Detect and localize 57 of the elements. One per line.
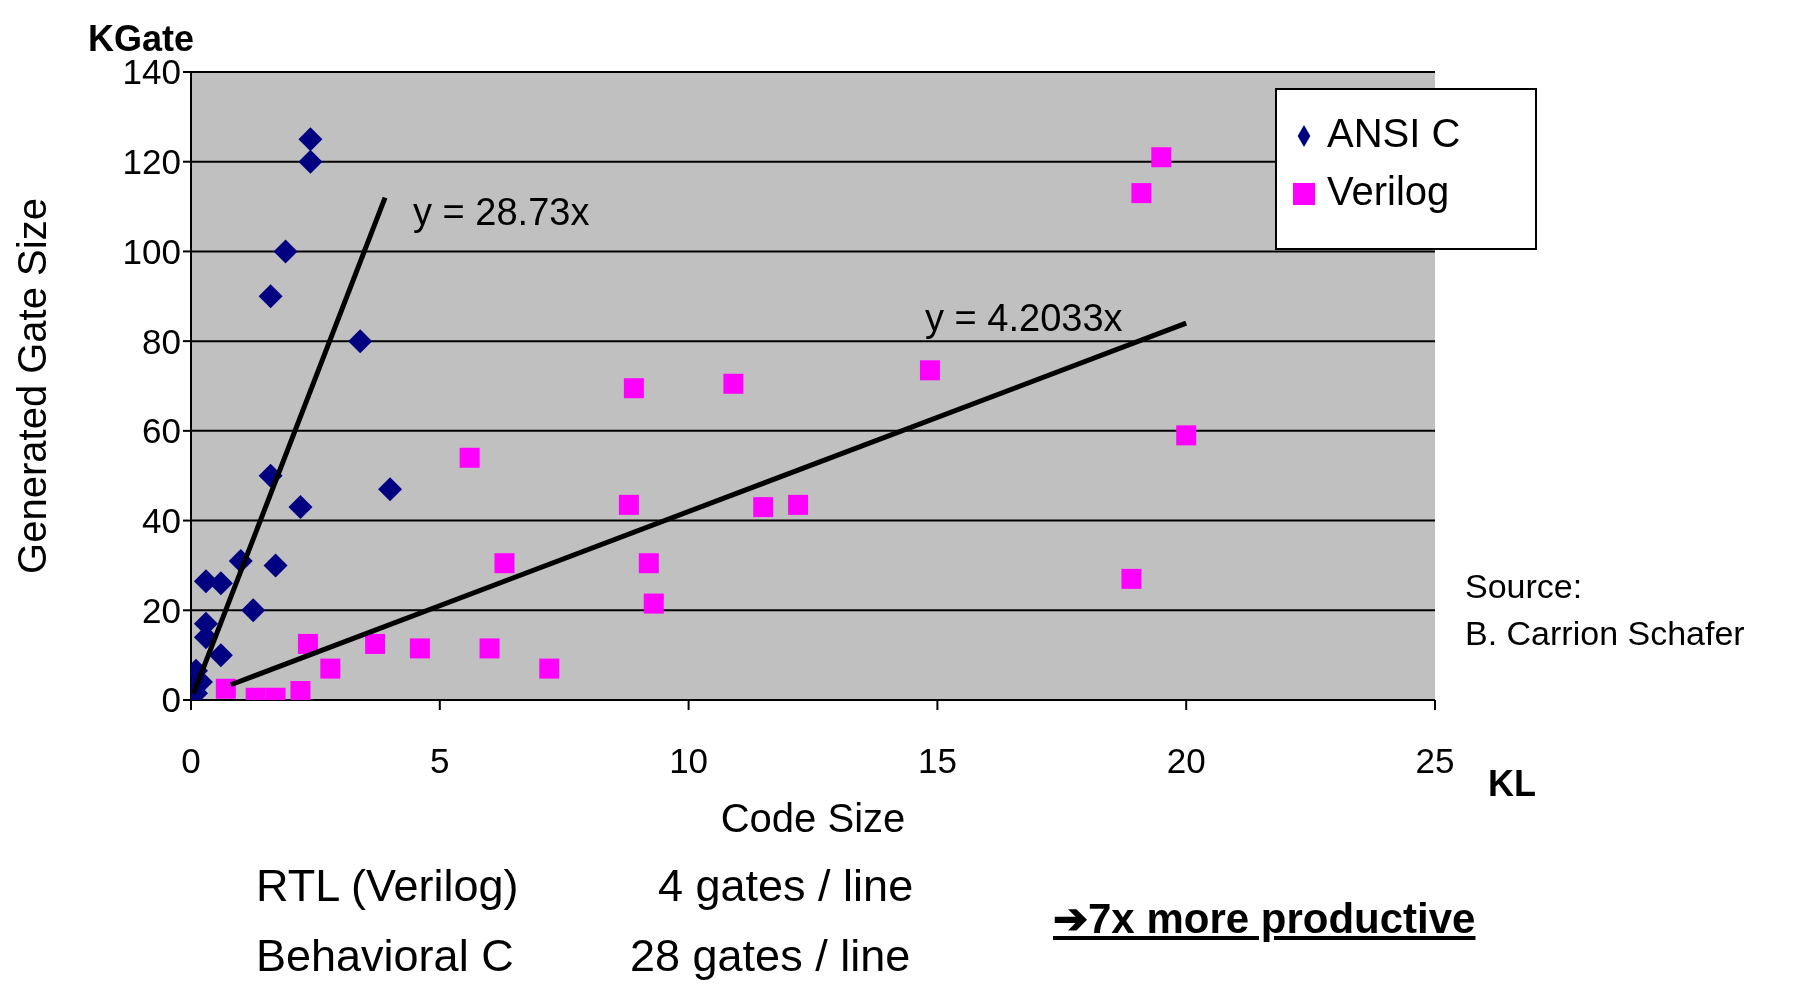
point bbox=[618, 494, 639, 515]
point bbox=[1121, 568, 1142, 589]
y-axis-title: Generated Gate Size bbox=[10, 198, 55, 574]
point bbox=[643, 593, 664, 614]
point bbox=[723, 373, 744, 394]
point bbox=[348, 329, 373, 354]
text: RTL (Verilog) bbox=[256, 860, 519, 911]
point bbox=[409, 638, 430, 659]
y-tick-label: 60 bbox=[142, 411, 181, 451]
point bbox=[241, 598, 266, 623]
annotation: y = 28.73x bbox=[413, 191, 590, 234]
x-tick-label: 5 bbox=[430, 740, 450, 780]
x-tick-label: 15 bbox=[917, 740, 957, 780]
y-tick-label: 100 bbox=[122, 231, 181, 271]
x-tick-label: 10 bbox=[669, 740, 709, 780]
y-tick-label: 120 bbox=[122, 142, 181, 182]
point bbox=[288, 495, 313, 520]
point bbox=[298, 149, 323, 174]
point bbox=[623, 378, 644, 399]
source-note: Source: B. Carrion Schafer bbox=[1465, 566, 1745, 654]
x-tick-label: 20 bbox=[1166, 740, 1206, 780]
point bbox=[638, 553, 659, 574]
point bbox=[1176, 425, 1197, 446]
point bbox=[753, 497, 774, 518]
legend-label: ANSI C bbox=[1327, 111, 1461, 155]
y-tick-label: 40 bbox=[142, 501, 181, 540]
point bbox=[297, 633, 318, 654]
point bbox=[459, 447, 480, 468]
point bbox=[539, 658, 560, 679]
point bbox=[215, 678, 236, 699]
x-axis-title: Code Size bbox=[720, 796, 906, 840]
y-tick-label: 0 bbox=[161, 680, 181, 720]
point bbox=[273, 239, 298, 264]
point bbox=[479, 638, 500, 659]
point bbox=[258, 284, 283, 309]
text: 28 gates / line bbox=[630, 930, 911, 981]
legend-label: Verilog bbox=[1327, 169, 1450, 213]
point bbox=[365, 633, 386, 654]
point bbox=[788, 494, 809, 515]
point bbox=[263, 553, 288, 578]
point bbox=[494, 553, 515, 574]
point bbox=[320, 658, 341, 679]
x-tick-label: 25 bbox=[1415, 740, 1455, 780]
y-tick-label: 20 bbox=[142, 590, 181, 630]
point bbox=[208, 643, 233, 668]
text: Behavioral C bbox=[256, 930, 514, 981]
point bbox=[290, 681, 311, 700]
annotation: y = 4.2033x bbox=[925, 297, 1123, 340]
text: KL bbox=[1488, 763, 1536, 805]
point bbox=[919, 360, 940, 381]
text: 4 gates / line bbox=[658, 860, 914, 911]
point bbox=[378, 477, 403, 502]
y-tick-label: 80 bbox=[142, 321, 181, 361]
point bbox=[298, 127, 323, 152]
text: ➔7x more productive bbox=[1053, 895, 1476, 942]
point bbox=[1131, 183, 1152, 204]
point bbox=[1151, 147, 1172, 168]
